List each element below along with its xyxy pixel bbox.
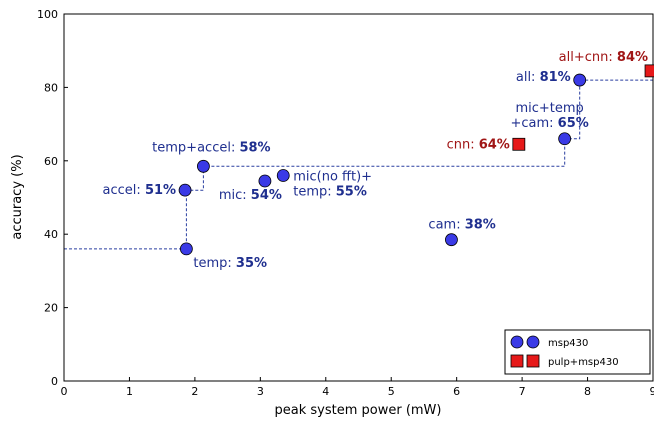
x-axis-title: peak system power (mW) [275,403,442,418]
y-tick-label-1: 20 [44,302,58,315]
data-label-value: 81% [540,70,571,85]
labels-layer: temp: 35% accel: 51% temp+accel: 58% mic: 5… [103,50,648,271]
data-label-name: temp: [193,256,236,271]
data-label-msp430-0: temp: 35% [193,256,267,271]
data-label-value: 51% [145,183,176,198]
legend-msp430-marker-2 [526,335,540,349]
data-label-name: mic: [219,188,251,203]
data-label-line1: mic(no fft)+ [293,169,372,184]
data-label-value: 55% [336,184,367,199]
data-label-value: 58% [239,140,270,155]
data-label-line2: +cam: [510,116,557,131]
x-tick-label-1: 1 [126,385,133,398]
data-label-msp430-7: all: 81% [516,70,571,85]
legend-msp430-label: msp430 [548,338,588,349]
pareto-frontier-layer [64,79,653,250]
pareto-frontier-line [64,79,653,250]
x-tick-label-2: 2 [191,385,198,398]
data-label-line2: temp: [293,184,336,199]
y-tick-label-5: 100 [37,8,58,21]
plot-frame [63,13,654,382]
data-label-msp430-2: temp+accel: 58% [152,140,270,155]
point-msp430-3 [258,174,272,188]
x-tick-label-9: 9 [650,385,654,398]
x-tick-label-4: 4 [322,385,329,398]
x-tick-label-8: 8 [584,385,591,398]
data-label-value: 35% [236,256,267,271]
data-label-pulp-msp430-0: cnn: 64% [447,137,510,152]
y-tick-label-3: 60 [44,155,58,168]
data-label-name: accel: [103,183,145,198]
data-label-name: temp+accel: [152,140,239,155]
data-label-value: 54% [251,188,282,203]
legend-pulp-label: pulp+msp430 [548,357,619,368]
point-msp430-6 [558,132,572,146]
data-label-msp430-1: accel: 51% [103,183,177,198]
y-tick-label-0: 0 [51,375,58,388]
legend-pulp-marker-1 [510,354,524,368]
ticks-layer: 0 1 2 3 4 5 6 7 8 9 0 20 40 60 80 100 [37,8,654,398]
data-label-line1: mic+temp [515,101,583,116]
data-label-name: all+cnn: [559,50,617,65]
data-label-msp430-6: mic+temp +cam: 65% [510,101,588,131]
points-layer [178,64,654,256]
x-tick-label-3: 3 [257,385,264,398]
y-axis-title: accuracy (%) [10,154,25,239]
legend-pulp-marker-2 [526,354,540,368]
data-label-msp430-5: cam: 38% [428,218,495,233]
point-msp430-5 [445,233,458,247]
data-label-msp430-4: mic(no fft)+ temp: 55% [293,169,372,199]
x-tick-label-6: 6 [453,385,460,398]
legend: msp430 pulp+msp430 [504,329,651,375]
data-label-pulp-msp430-1: all+cnn: 84% [559,50,648,65]
data-label-name: cnn: [447,137,479,152]
x-tick-label-5: 5 [388,385,395,398]
y-tick-label-4: 80 [44,81,58,94]
point-pulp-1 [644,64,654,78]
x-tick-label-0: 0 [61,385,68,398]
data-label-value: 65% [558,116,589,131]
point-pulp-0 [512,137,526,151]
point-msp430-0 [179,242,193,256]
data-label-name: all: [516,70,540,85]
legend-msp430-marker-1 [510,335,524,349]
point-msp430-2 [196,159,210,173]
y-tick-label-2: 40 [44,228,58,241]
point-msp430-1 [178,183,192,197]
point-msp430-4 [276,169,290,182]
data-label-value: 84% [617,50,648,65]
x-tick-label-7: 7 [519,385,526,398]
data-label-msp430-3: mic: 54% [219,188,282,203]
data-label-value: 64% [479,137,510,152]
data-label-value: 38% [465,218,496,233]
data-label-name: cam: [428,218,464,233]
point-msp430-7 [573,73,587,87]
